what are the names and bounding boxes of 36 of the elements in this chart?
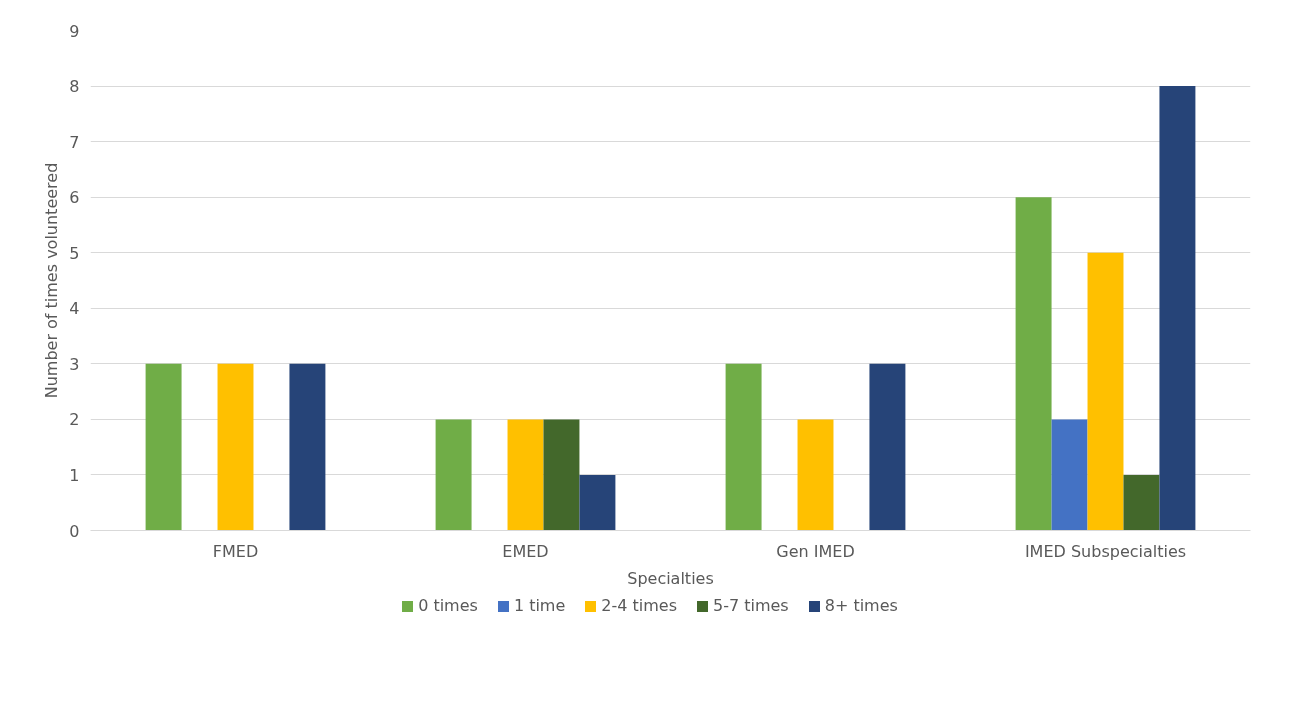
legend-label: 5-7 times <box>713 595 789 617</box>
x-tick-label: Gen IMED <box>776 541 855 561</box>
legend-label: 0 times <box>418 595 478 617</box>
y-tick-label: 3 <box>69 354 80 374</box>
legend-label: 1 time <box>513 595 566 617</box>
y-tick-label: 0 <box>69 521 80 541</box>
y-tick-label: 5 <box>69 243 80 263</box>
bar <box>543 419 580 531</box>
y-tick-label: 2 <box>69 410 80 430</box>
x-tick-label: IMED Subspecialties <box>1024 541 1187 561</box>
bar <box>145 363 182 531</box>
bar <box>725 363 762 531</box>
bar <box>797 419 834 531</box>
y-axis-title: Number of times volunteered <box>42 162 62 399</box>
bar <box>1159 86 1196 531</box>
y-tick-label: 7 <box>69 132 80 152</box>
bar <box>869 363 906 531</box>
y-tick-label: 4 <box>69 299 80 319</box>
bar <box>1051 419 1088 531</box>
bar <box>579 474 616 531</box>
y-tick-label: 9 <box>69 21 80 41</box>
legend-label: 2-4 times <box>601 595 677 617</box>
bar <box>1123 474 1160 531</box>
y-tick-label: 1 <box>69 465 80 485</box>
x-axis-title: Specialties <box>627 568 714 588</box>
x-tick-label: EMED <box>502 541 549 561</box>
bar <box>435 419 472 531</box>
bar <box>1087 252 1124 531</box>
bar <box>507 419 544 531</box>
y-tick-label: 6 <box>69 188 80 208</box>
bar <box>289 363 326 531</box>
bar <box>217 363 254 531</box>
x-tick-label: FMED <box>212 541 259 561</box>
legend-label: 8+ times <box>824 595 898 617</box>
y-tick-label: 8 <box>69 77 80 97</box>
bar <box>1015 197 1052 531</box>
